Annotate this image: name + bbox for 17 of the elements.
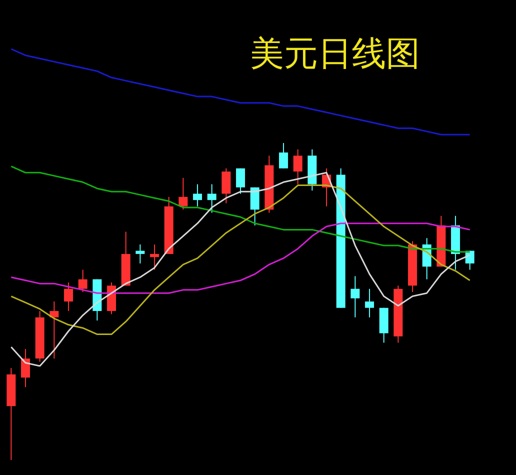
candlestick (222, 168, 231, 204)
candlestick (193, 184, 202, 207)
candlestick (150, 244, 159, 270)
candlestick (136, 244, 145, 264)
candlestick (64, 282, 73, 312)
candlestick (207, 184, 216, 214)
candlestick (250, 186, 260, 226)
candlestick (178, 177, 188, 210)
candlestick (279, 142, 288, 169)
candlestick (293, 148, 302, 185)
candlestick (236, 168, 245, 194)
candlestick (350, 276, 360, 318)
candlestick (21, 348, 30, 388)
chart-title: 美元日线图 (250, 34, 420, 74)
candlestick (365, 288, 374, 318)
candlestick (78, 269, 88, 292)
candlestick (50, 301, 59, 360)
